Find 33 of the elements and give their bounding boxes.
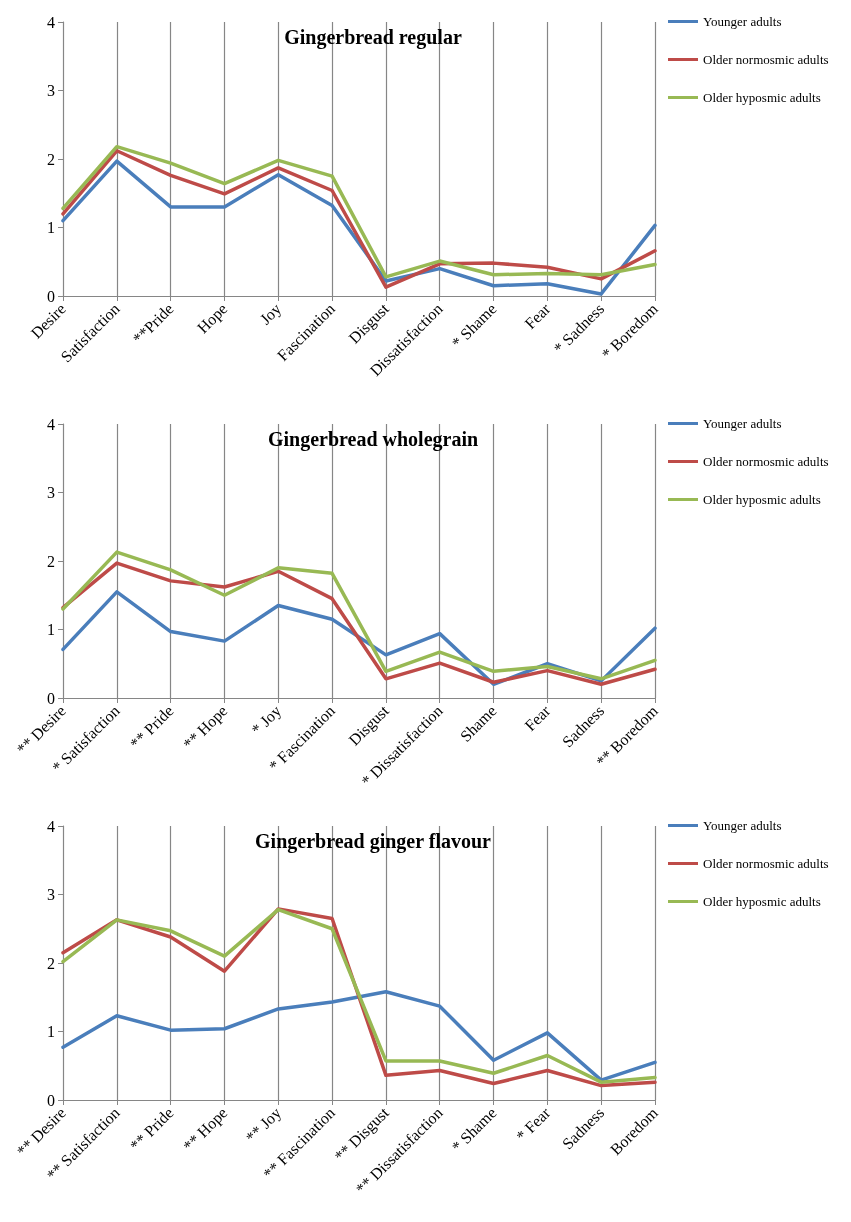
- x-tick-label: Fear: [521, 299, 554, 333]
- legend-label: Younger adults: [703, 416, 782, 431]
- chart-title: Gingerbread regular: [284, 26, 462, 49]
- legend-label: Younger adults: [703, 818, 782, 833]
- chart-title: Gingerbread ginger flavour: [255, 830, 492, 853]
- legend-label: Older normosmic adults: [703, 52, 829, 67]
- y-tick-label: 4: [47, 817, 55, 835]
- y-tick-label: 2: [47, 150, 55, 168]
- y-tick-label: 0: [47, 689, 55, 707]
- y-tick-label: 1: [47, 219, 55, 236]
- legend-label: Younger adults: [703, 14, 782, 29]
- legend-label: Older hyposmic adults: [703, 492, 821, 507]
- legend-label: Older normosmic adults: [703, 856, 829, 871]
- legend-label: Older hyposmic adults: [703, 90, 821, 105]
- y-tick-label: 3: [47, 484, 55, 501]
- y-tick-label: 0: [47, 287, 55, 305]
- line-series: [61, 990, 657, 1082]
- y-tick-label: 1: [47, 1023, 55, 1040]
- y-tick-label: 4: [47, 13, 55, 31]
- y-tick-label: 2: [47, 552, 55, 570]
- legend-label: Older normosmic adults: [703, 454, 829, 469]
- chart-title: Gingerbread wholegrain: [267, 428, 479, 451]
- x-tick-label: * Fear: [512, 1103, 554, 1145]
- x-tick-label: Fear: [521, 701, 554, 735]
- x-tick-label: ** Pride: [126, 1103, 177, 1155]
- y-tick-label: 2: [47, 954, 55, 972]
- x-tick-label: ** Pride: [126, 701, 177, 753]
- legend-label: Older hyposmic adults: [703, 894, 821, 909]
- y-tick-label: 0: [47, 1091, 55, 1109]
- y-tick-label: 1: [47, 621, 55, 638]
- y-tick-label: 3: [47, 886, 55, 903]
- y-tick-label: 3: [47, 82, 55, 99]
- y-tick-label: 4: [47, 415, 55, 433]
